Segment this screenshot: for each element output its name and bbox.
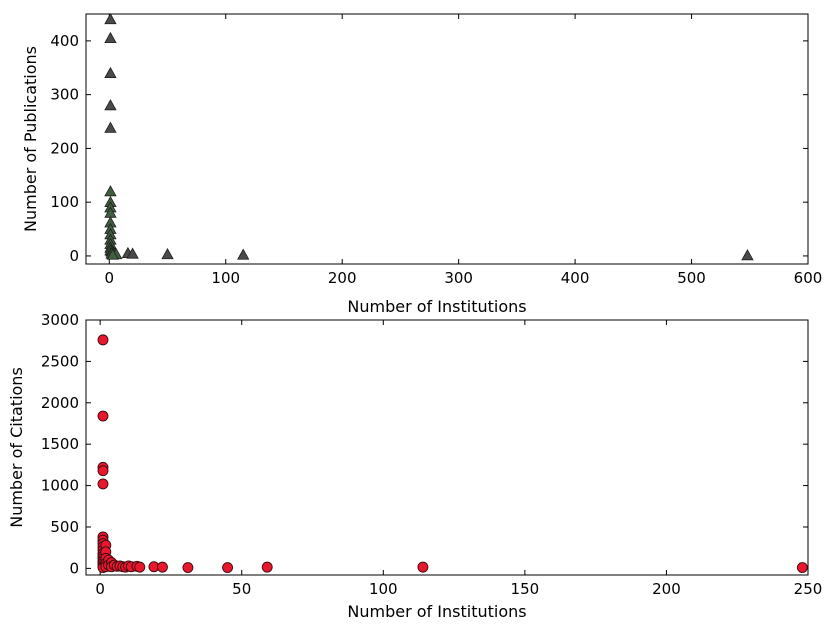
x-tick-label: 500 bbox=[677, 269, 706, 287]
data-point bbox=[182, 562, 194, 573]
data-point bbox=[106, 248, 119, 260]
y-tick-label: 3000 bbox=[41, 311, 79, 329]
x-tick-label: 200 bbox=[652, 580, 681, 598]
x-tick-label: 100 bbox=[211, 269, 240, 287]
y-axis-label: Number of Publications bbox=[21, 46, 40, 232]
plot-frame bbox=[85, 319, 809, 576]
data-point bbox=[97, 465, 109, 477]
data-point bbox=[796, 562, 808, 573]
x-tick-label: 0 bbox=[95, 580, 105, 598]
data-point bbox=[126, 247, 139, 259]
x-tick-label: 50 bbox=[232, 580, 251, 598]
plot-frame bbox=[85, 13, 809, 265]
data-point bbox=[741, 249, 754, 261]
chart-1: 0 100 200 300 400 500 600 0 100 200 300 400 Number o… bbox=[21, 13, 823, 316]
data-point bbox=[104, 185, 117, 197]
data-point bbox=[104, 31, 117, 43]
x-tick-label: 0 bbox=[105, 269, 115, 287]
x-tick-label: 300 bbox=[444, 269, 473, 287]
y-tick-label: 0 bbox=[69, 247, 79, 265]
data-point bbox=[161, 247, 174, 260]
chart-2: 0 50 100 150 200 250050010001500200025003000N… bbox=[7, 311, 822, 621]
x-tick-label: 250 bbox=[794, 580, 823, 598]
x-tick-label: 100 bbox=[369, 580, 398, 598]
data-point bbox=[237, 248, 250, 260]
y-tick-label: 0 bbox=[69, 559, 79, 577]
y-tick-label: 500 bbox=[50, 518, 79, 536]
data-point bbox=[104, 13, 117, 25]
x-tick-label: 150 bbox=[511, 580, 540, 598]
data-point bbox=[97, 410, 109, 422]
data-points bbox=[97, 334, 808, 573]
data-points bbox=[104, 13, 754, 261]
data-point bbox=[97, 334, 109, 346]
x-tick-label: 600 bbox=[794, 269, 823, 287]
y-tick-label: 2500 bbox=[41, 352, 79, 370]
data-point bbox=[261, 561, 273, 573]
data-point bbox=[156, 561, 168, 573]
y-tick-label: 200 bbox=[50, 139, 79, 157]
data-point bbox=[222, 562, 234, 573]
x-axis-label: Number of Institutions bbox=[347, 297, 526, 316]
data-point bbox=[134, 561, 146, 573]
y-tick-label: 400 bbox=[50, 32, 79, 50]
x-axis-label: Number of Institutions bbox=[347, 602, 526, 621]
x-tick-label: 400 bbox=[561, 269, 590, 287]
data-point bbox=[104, 99, 117, 111]
y-axis-label: Number of Citations bbox=[7, 367, 26, 528]
data-point bbox=[97, 478, 109, 490]
y-tick-label: 1000 bbox=[41, 477, 79, 495]
y-tick-label: 1500 bbox=[41, 435, 79, 453]
data-point bbox=[417, 561, 429, 573]
y-tick-label: 100 bbox=[50, 193, 79, 211]
data-point bbox=[104, 121, 117, 133]
x-tick-label: 200 bbox=[328, 269, 357, 287]
data-point bbox=[104, 66, 117, 78]
y-tick-label: 2000 bbox=[41, 394, 79, 412]
y-tick-label: 300 bbox=[50, 86, 79, 104]
